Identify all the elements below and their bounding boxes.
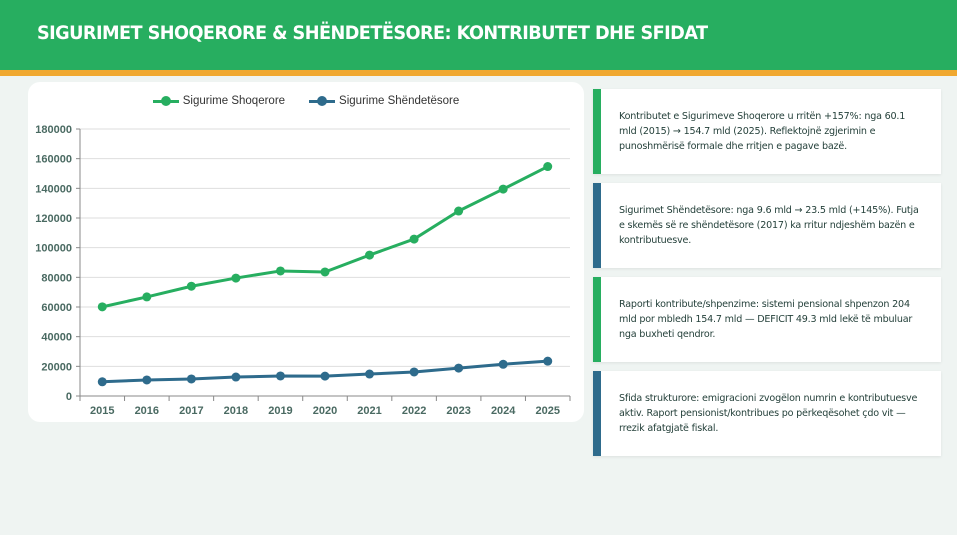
series-line-shoqerore — [101, 165, 549, 309]
x-tick-label: 2023 — [446, 405, 470, 417]
legend-label: Sigurime Shëndetësore — [339, 95, 460, 107]
y-tick-label: 0 — [66, 391, 72, 403]
legend-line-marker-icon — [309, 96, 336, 106]
x-tick-label: 2020 — [313, 405, 337, 417]
data-point-shendetesore-2017 — [186, 374, 196, 384]
data-point-shendetesore-2023 — [454, 363, 464, 373]
insight-card-health: Sigurimet Shëndetësore: nga 9.6 mld → 23… — [593, 183, 941, 268]
chart-panel: Sigurime Shoqerore Sigurime Shëndetësore… — [28, 82, 584, 422]
y-tick-label: 180000 — [35, 124, 72, 136]
y-tick-label: 60000 — [41, 302, 72, 314]
legend-item-shendetesore[interactable]: Sigurime Shëndetësore — [309, 95, 459, 107]
insight-text: Kontributet e Sigurimeve Shoqerore u rri… — [619, 111, 906, 152]
insight-text: Sfida strukturore: emigracioni zvogëlon … — [619, 393, 918, 434]
y-tick-label: 120000 — [35, 213, 72, 225]
x-tick-label: 2017 — [179, 405, 203, 417]
data-point-shoqerore-2017 — [186, 281, 196, 291]
data-point-shendetesore-2022 — [409, 367, 419, 377]
y-tick-label: 140000 — [35, 183, 72, 195]
data-point-shoqerore-2021 — [365, 250, 375, 260]
data-point-shendetesore-2018 — [231, 372, 241, 382]
y-tick-label: 20000 — [41, 361, 72, 373]
data-point-shoqerore-2022 — [409, 234, 419, 244]
insight-card-deficit: Raporti kontribute/shpenzime: sistemi pe… — [593, 277, 941, 362]
x-tick-label: 2015 — [90, 405, 114, 417]
chart-legend: Sigurime Shoqerore Sigurime Shëndetësore — [28, 95, 584, 107]
data-point-shoqerore-2016 — [142, 292, 152, 302]
data-point-shendetesore-2021 — [365, 369, 375, 379]
data-point-shoqerore-2023 — [454, 206, 464, 216]
x-tick-label: 2022 — [402, 405, 426, 417]
legend-label: Sigurime Shoqerore — [182, 95, 286, 107]
data-point-shendetesore-2020 — [320, 371, 330, 381]
x-tick-label: 2019 — [268, 405, 292, 417]
data-point-shoqerore-2018 — [231, 273, 241, 283]
accent-divider — [0, 70, 957, 76]
data-point-shoqerore-2015 — [97, 302, 107, 312]
data-point-shendetesore-2024 — [498, 359, 508, 369]
x-tick-label: 2025 — [535, 405, 559, 417]
y-tick-label: 80000 — [41, 272, 72, 284]
y-tick-label: 40000 — [41, 332, 72, 344]
data-point-shendetesore-2019 — [275, 371, 285, 381]
line-chart: 0 20000 40000 60000 80000 100000 120000 140000 1… — [35, 124, 571, 417]
insights-panel: Kontributet e Sigurimeve Shoqerore u rri… — [593, 89, 941, 465]
header-banner: SIGURIMET SHOQERORE & SHËNDETËSORE: KONT… — [0, 0, 957, 70]
legend-line-marker-icon — [152, 96, 179, 106]
data-point-shendetesore-2016 — [142, 375, 152, 385]
x-tick-label: 2018 — [224, 405, 248, 417]
y-tick-label: 100000 — [35, 243, 72, 255]
data-point-shoqerore-2019 — [275, 266, 285, 276]
x-tick-label: 2021 — [357, 405, 381, 417]
insight-card-contributions: Kontributet e Sigurimeve Shoqerore u rri… — [593, 89, 941, 174]
data-point-shoqerore-2024 — [498, 184, 508, 194]
page-title: SIGURIMET SHOQERORE & SHËNDETËSORE: KONT… — [37, 22, 708, 44]
insight-text: Sigurimet Shëndetësore: nga 9.6 mld → 23… — [619, 205, 919, 246]
y-tick-label: 160000 — [35, 154, 72, 166]
x-tick-label: 2016 — [135, 405, 159, 417]
data-point-shoqerore-2020 — [320, 267, 330, 277]
legend-item-shoqerore[interactable]: Sigurime Shoqerore — [152, 95, 286, 107]
insight-card-structural-challenge: Sfida strukturore: emigracioni zvogëlon … — [593, 371, 941, 456]
data-point-shendetesore-2025 — [543, 356, 553, 366]
data-point-shoqerore-2025 — [543, 162, 553, 172]
data-point-shendetesore-2015 — [97, 377, 107, 387]
x-tick-label: 2024 — [491, 405, 516, 417]
insight-text: Raporti kontribute/shpenzime: sistemi pe… — [619, 299, 913, 340]
